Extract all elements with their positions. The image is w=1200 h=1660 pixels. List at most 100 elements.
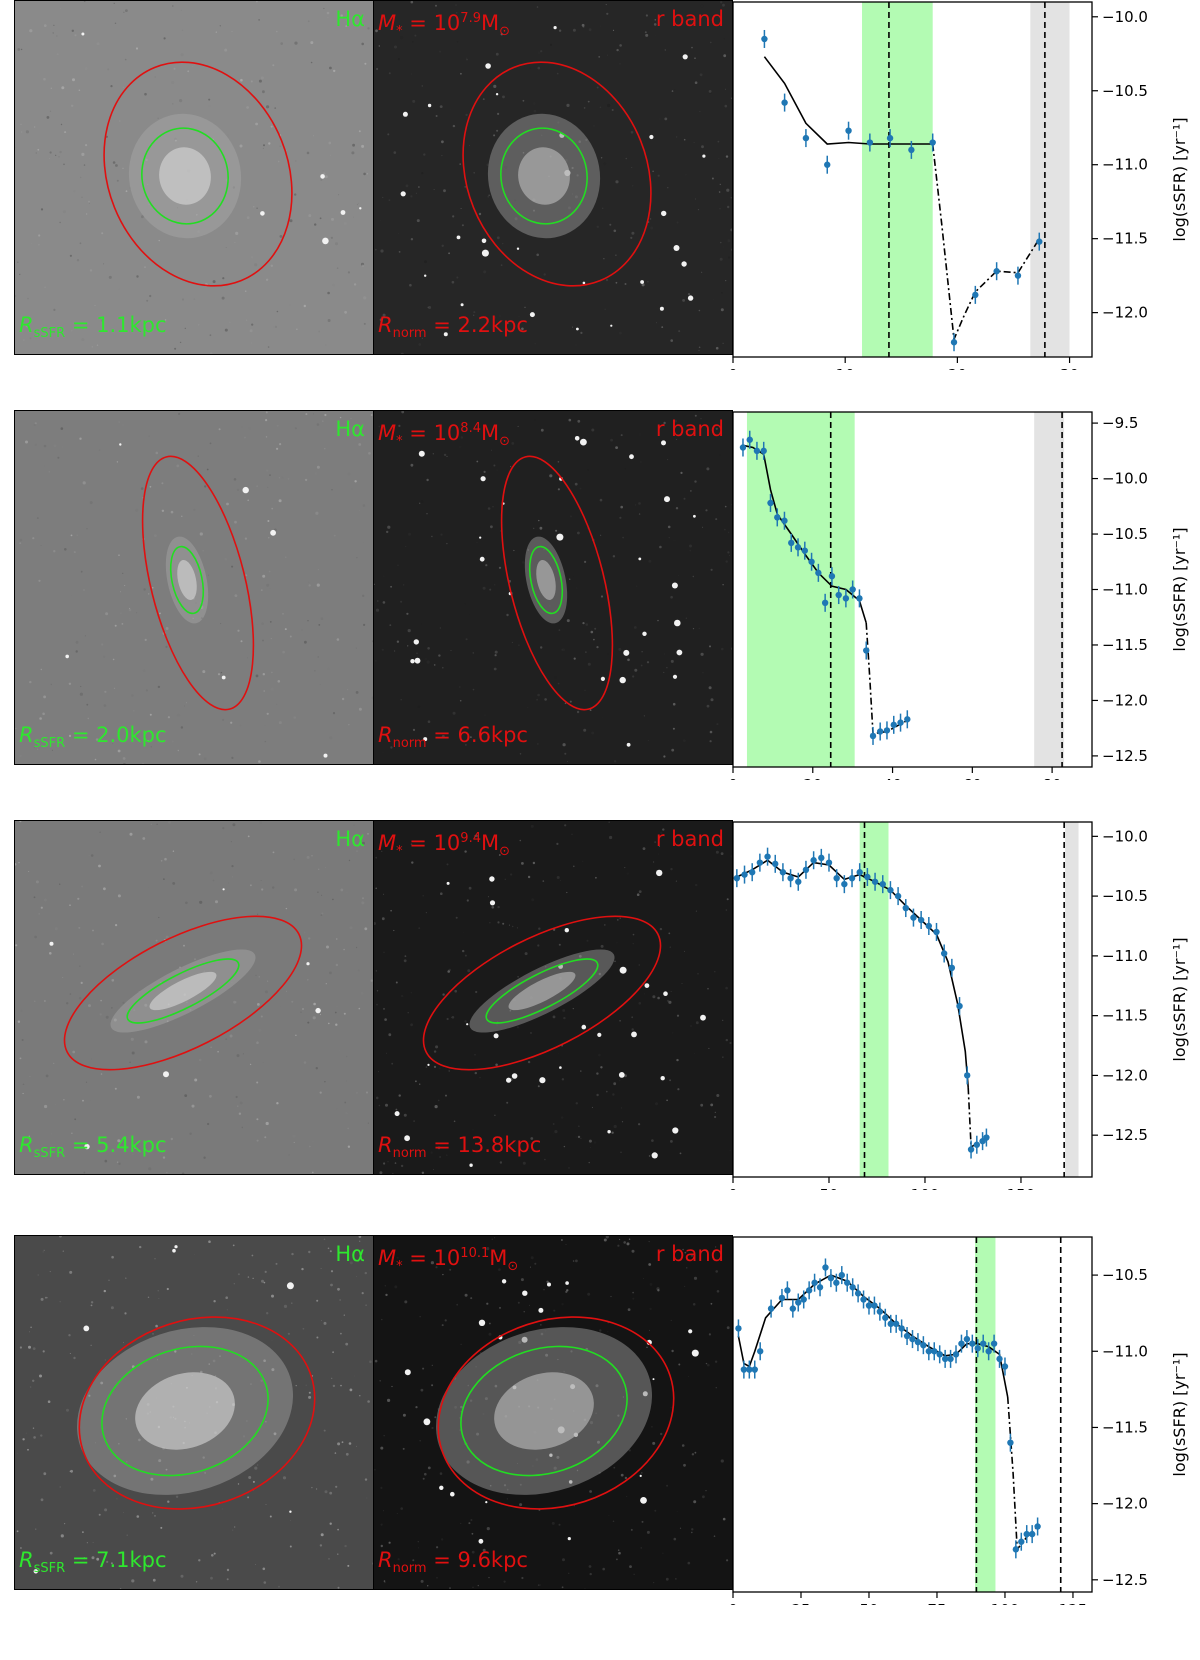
noise-speckle xyxy=(308,214,312,218)
noise-speckle xyxy=(702,671,704,674)
y-axis-label: log(sSFR) [yr⁻¹] xyxy=(1170,1352,1189,1476)
noise-speckle xyxy=(426,478,429,482)
noise-speckle xyxy=(641,651,643,653)
star xyxy=(323,753,328,758)
noise-speckle xyxy=(695,883,698,887)
data-point xyxy=(795,1299,802,1306)
noise-speckle xyxy=(334,1011,337,1014)
noise-speckle xyxy=(476,834,479,837)
noise-speckle xyxy=(338,1049,341,1052)
noise-speckle xyxy=(131,1153,134,1155)
rband-image-panel: M* = 107.9M⊙ r band Rnorm = 2.2kpc xyxy=(373,0,733,355)
noise-speckle xyxy=(382,601,386,604)
noise-speckle xyxy=(262,1567,266,1571)
noise-speckle xyxy=(731,248,732,251)
data-point xyxy=(753,447,761,455)
noise-speckle xyxy=(658,117,662,121)
noise-speckle xyxy=(271,1368,275,1372)
noise-speckle xyxy=(722,1019,724,1021)
star xyxy=(638,557,642,561)
noise-speckle xyxy=(27,1448,29,1451)
x-tick-label: 0 xyxy=(728,1601,738,1605)
noise-speckle xyxy=(56,53,59,56)
noise-speckle xyxy=(459,686,461,688)
noise-speckle xyxy=(324,1490,328,1494)
star xyxy=(580,438,587,446)
noise-speckle xyxy=(427,720,431,723)
noise-speckle xyxy=(524,306,526,308)
noise-speckle xyxy=(531,898,535,902)
noise-speckle xyxy=(324,413,327,417)
noise-speckle xyxy=(631,1016,634,1019)
noise-speckle xyxy=(685,174,687,176)
r-ssfr-label: RsSFR = 1.1kpc xyxy=(19,312,167,341)
noise-speckle xyxy=(32,1347,36,1350)
noise-speckle xyxy=(619,1020,621,1022)
noise-speckle xyxy=(131,1579,135,1583)
noise-speckle xyxy=(679,1527,682,1529)
noise-speckle xyxy=(166,1287,169,1291)
noise-speckle xyxy=(727,239,731,243)
noise-speckle xyxy=(226,134,230,138)
noise-speckle xyxy=(591,731,595,735)
noise-speckle xyxy=(291,1302,293,1304)
noise-speckle xyxy=(496,469,498,471)
noise-speckle xyxy=(267,520,270,522)
noise-speckle xyxy=(137,956,139,957)
star xyxy=(394,1111,400,1117)
star xyxy=(289,1510,292,1513)
noise-speckle xyxy=(101,942,104,946)
noise-speckle xyxy=(287,478,290,480)
data-point xyxy=(863,647,870,654)
noise-speckle xyxy=(446,1154,448,1156)
noise-speckle xyxy=(358,1236,362,1238)
noise-speckle xyxy=(600,595,604,598)
noise-speckle xyxy=(564,702,567,705)
noise-speckle xyxy=(384,1285,386,1287)
noise-speckle xyxy=(693,1052,696,1055)
noise-speckle xyxy=(284,628,287,631)
noise-speckle xyxy=(208,574,209,576)
noise-speckle xyxy=(308,584,311,587)
data-point xyxy=(1018,1538,1025,1545)
noise-speckle xyxy=(537,944,540,947)
noise-speckle xyxy=(32,1379,35,1382)
noise-speckle xyxy=(268,570,271,573)
noise-speckle xyxy=(448,252,450,255)
noise-speckle xyxy=(725,1038,728,1042)
noise-speckle xyxy=(599,106,602,109)
noise-speckle xyxy=(344,310,347,314)
noise-speckle xyxy=(661,326,664,328)
halpha-image-panel: Hα RsSFR = 7.1kpc xyxy=(14,1235,374,1590)
data-point xyxy=(1007,1439,1014,1446)
noise-speckle xyxy=(40,208,44,211)
noise-speckle xyxy=(222,718,225,721)
noise-speckle xyxy=(499,1161,503,1164)
noise-speckle xyxy=(337,1287,340,1291)
noise-speckle xyxy=(434,1416,437,1419)
noise-speckle xyxy=(589,1490,592,1493)
noise-speckle xyxy=(212,1359,216,1363)
noise-speckle xyxy=(456,1303,459,1306)
noise-speckle xyxy=(583,107,586,109)
noise-speckle xyxy=(682,299,685,302)
norm-radius-ellipse xyxy=(141,455,255,711)
noise-speckle xyxy=(314,670,316,672)
noise-speckle xyxy=(381,648,384,651)
noise-speckle xyxy=(226,502,229,506)
noise-speckle xyxy=(652,1441,656,1445)
noise-speckle xyxy=(520,1278,524,1282)
noise-speckle xyxy=(232,1529,234,1531)
noise-speckle xyxy=(263,144,265,147)
noise-speckle xyxy=(632,1291,634,1294)
noise-speckle xyxy=(487,507,491,510)
noise-speckle xyxy=(397,564,399,566)
noise-speckle xyxy=(151,586,154,589)
noise-speckle xyxy=(687,1561,691,1565)
y-tick-label: −11.0 xyxy=(1102,1342,1148,1360)
noise-speckle xyxy=(340,14,343,17)
noise-speckle xyxy=(124,1312,127,1315)
star xyxy=(479,536,482,539)
noise-speckle xyxy=(460,72,462,75)
noise-speckle xyxy=(456,276,459,279)
